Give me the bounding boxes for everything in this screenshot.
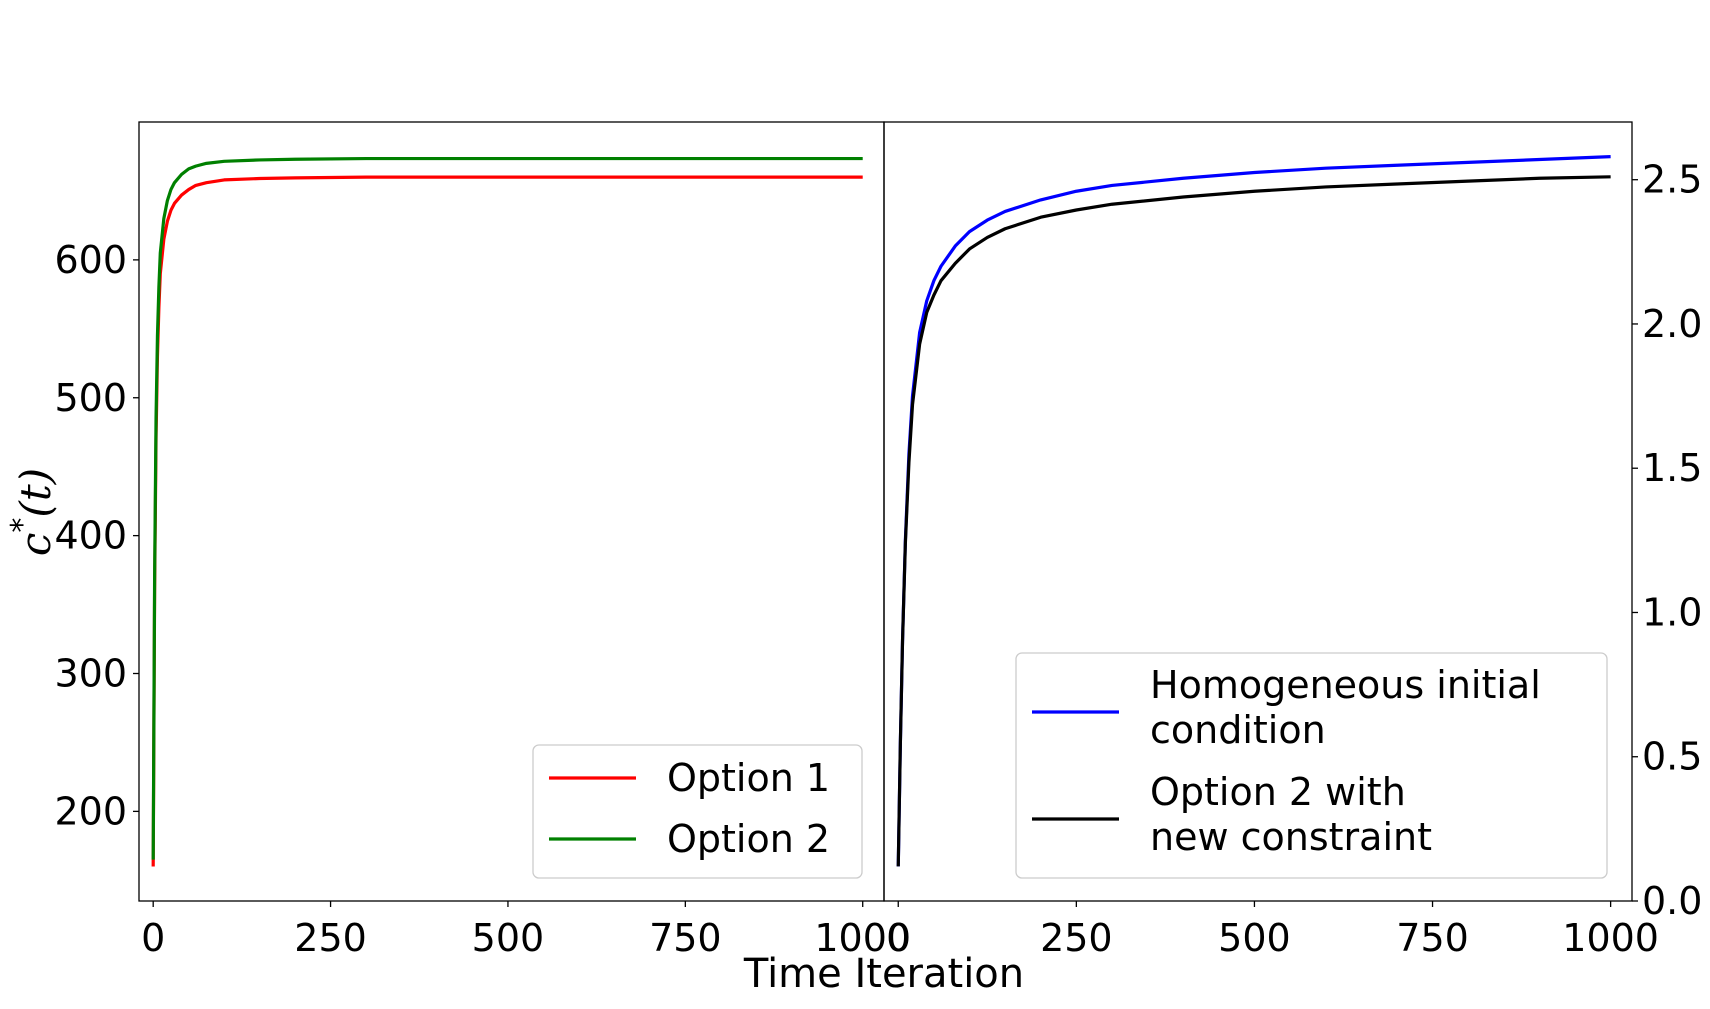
y-axis-label-arg: (t) [11,468,60,518]
left-y-tick-label: 600 [54,238,127,282]
left-x-ticks: 0 250 500 750 1000 [141,901,911,960]
right-panel: 0 250 500 750 1000 0.0 0.5 1.0 1.5 2.0 2.5 Homoge… [883,121,1702,960]
left-x-tick-label: 750 [649,916,722,960]
y-axis-label-base: c [11,533,60,557]
right-y-tick-label: 1.0 [1642,590,1702,634]
right-x-tick-label: 750 [1396,916,1469,960]
left-y-tick-label: 500 [54,376,127,420]
right-y-tick-label: 2.5 [1642,158,1702,202]
right-legend: Homogeneous initial condition Option 2 wit… [1015,652,1608,879]
left-y-tick-label: 300 [54,652,127,696]
left-y-ticks: 200 300 400 500 600 [54,238,139,833]
right-x-tick-label: 1000 [1562,916,1659,960]
right-y-tick-label: 0.0 [1642,879,1702,923]
y-axis-label: c*(t) [5,468,60,556]
left-y-tick-label: 400 [54,514,127,558]
right-y-tick-label: 0.5 [1642,735,1702,779]
right-series-lines [896,155,1611,867]
right-legend-box [1015,652,1608,879]
right-x-tick-label: 250 [1040,916,1113,960]
left-x-tick-label: 1000 [814,916,911,960]
left-series-line-2 [151,156,863,860]
right-y-tick-label: 1.5 [1642,446,1702,490]
right-legend-label: Option 2 with new constraint [1150,770,1432,859]
left-x-tick-label: 250 [294,916,367,960]
right-legend-label: Homogeneous initial condition [1150,663,1541,752]
right-x-ticks: 0 250 500 750 1000 [886,901,1659,960]
x-axis-label: Time Iteration [743,951,1024,997]
y-axis-label-sup: * [5,518,40,533]
right-plot-frame [883,121,1633,902]
right-y-tick-label: 2.0 [1642,302,1702,346]
svg-text:c*(t): c*(t) [5,468,60,556]
left-legend: Option 1 Option 2 [532,744,863,879]
right-series-line-2 [896,175,1611,867]
left-legend-label: Option 1 [667,756,830,800]
right-y-ticks: 0.0 0.5 1.0 1.5 2.0 2.5 [1632,158,1702,923]
left-y-tick-label: 200 [54,789,127,833]
left-legend-label: Option 2 [667,817,830,861]
left-series-lines [151,156,863,867]
right-x-tick-label: 500 [1218,916,1291,960]
left-x-tick-label: 500 [472,916,545,960]
left-x-tick-label: 0 [141,916,165,960]
right-x-tick-label: 0 [886,916,910,960]
